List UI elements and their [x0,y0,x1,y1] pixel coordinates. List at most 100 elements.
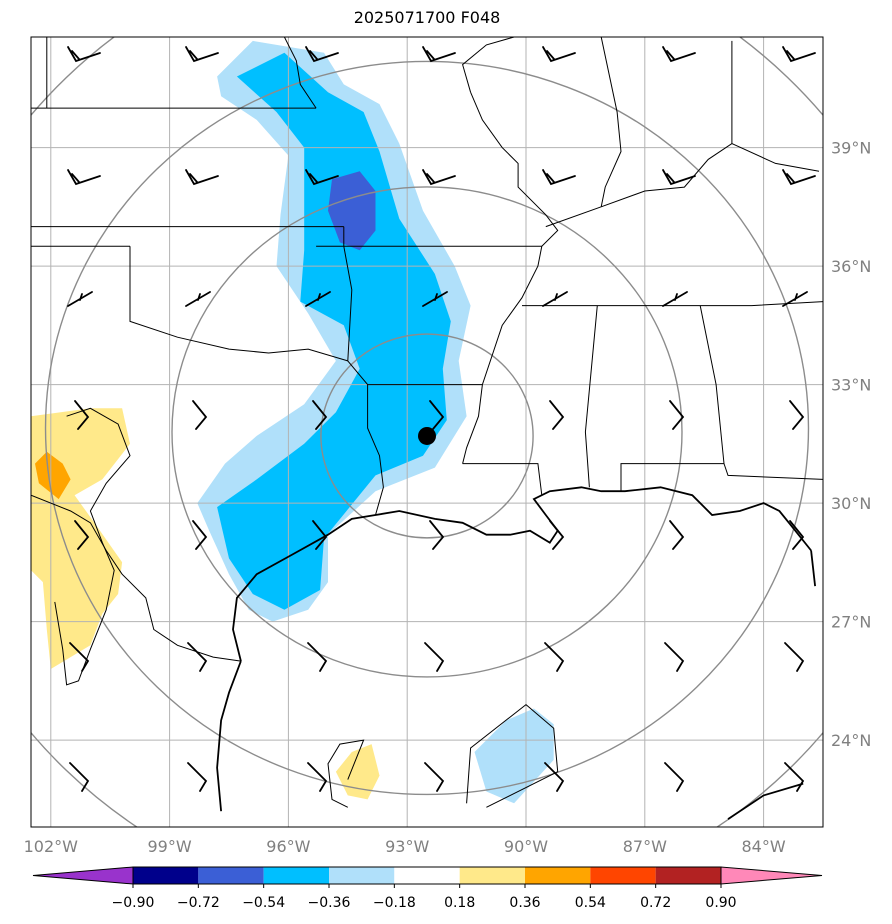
colorbar-tick-label: −0.54 [242,895,285,911]
x-tick-label: 87°W [623,837,667,856]
wind-barb [662,291,688,307]
wind-barb [67,46,101,63]
wind-barb [185,169,219,186]
wind-barb [664,762,685,792]
wind-barb [307,762,328,792]
state-border [327,739,365,808]
wind-barb [192,520,208,550]
wind-barb [192,400,208,430]
wind-barb [305,169,339,186]
x-tick-label: 99°W [148,837,192,856]
wind-barb [549,520,565,550]
colorbar-frame [132,866,722,885]
coastline [727,782,804,820]
wind-barb [542,291,568,307]
center-marker [418,426,436,445]
wind-barb [542,46,576,63]
chart-title: 2025071700 F048 [353,8,501,27]
wind-barb [429,400,445,430]
anomaly-region [35,451,71,500]
x-tick-label: 102°W [24,837,79,856]
state-border [723,463,823,480]
colorbar-tick-label: 0.90 [705,895,736,911]
wind-barb [422,291,448,307]
colorbar-tick-label: 0.18 [444,895,475,911]
colorbar-segment [525,867,591,884]
y-tick-label: 30°N [831,494,871,513]
wind-barb [662,46,696,63]
wind-barb [664,642,685,672]
state-border [462,463,543,496]
colorbar-tick-label: 0.72 [640,895,671,911]
wind-barb [662,169,696,186]
state-border [584,305,598,488]
wind-barb [544,642,565,672]
colorbar-segment [459,867,525,884]
state-border [620,305,725,492]
coastline [216,660,242,812]
state-border [283,37,317,109]
wind-barb [784,642,805,672]
colorbar-segment [329,867,395,884]
wind-barb [549,400,565,430]
state-border [54,407,131,686]
wind-barb [187,642,208,672]
y-tick-label: 27°N [831,613,871,632]
state-border [522,301,823,307]
state-border [466,703,559,808]
wind-barb [422,169,456,186]
state-border [129,246,348,362]
range-ring [44,60,810,796]
wind-barb [312,520,328,550]
colorbar-segment [655,867,721,884]
anomaly-region [217,52,451,610]
wind-barb [542,169,576,186]
wind-barb [782,169,816,186]
wind-barb [74,520,90,550]
range-ring [320,333,534,539]
y-tick-label: 24°N [831,731,871,750]
colorbar-segment [198,867,264,884]
wind-barb [67,169,101,186]
wind-barb [185,46,219,63]
colorbar-tick-label: 0.54 [575,895,606,911]
wind-barb [669,520,685,550]
colorbar-tick-label: 0.36 [509,895,540,911]
wind-barb [424,762,445,792]
colorbar-tick-label: −0.90 [112,895,155,911]
wind-barb [789,400,805,430]
state-border [601,143,820,208]
range-ring [171,186,683,678]
wind-barb [789,520,805,550]
wind-barb [67,291,93,307]
wind-barb [305,291,331,307]
wind-barb [669,400,685,430]
wind-barb [187,762,208,792]
wind-barb [784,762,805,792]
x-tick-label: 93°W [385,837,429,856]
wind-barb [69,762,90,792]
state-border [462,37,515,93]
colorbar-segment [394,867,460,884]
anomaly-region [328,171,376,251]
y-tick-label: 36°N [831,257,871,276]
wind-barb [312,400,328,430]
coastline [810,550,816,587]
anomaly-region [474,708,554,804]
coastline [232,486,812,662]
colorbar-tick-label: −0.72 [177,895,220,911]
colorbar-segment [263,867,329,884]
colorbar-tick-label: −0.18 [373,895,416,911]
x-tick-label: 90°W [504,837,548,856]
colorbar-segment [133,867,199,884]
x-tick-label: 84°W [742,837,786,856]
wind-barb [422,46,456,63]
wind-barb [782,46,816,63]
state-border [600,37,622,207]
colorbar-segment [590,867,656,884]
wind-barb [424,642,445,672]
wind-barb [305,46,339,63]
wind-barb [782,291,808,307]
